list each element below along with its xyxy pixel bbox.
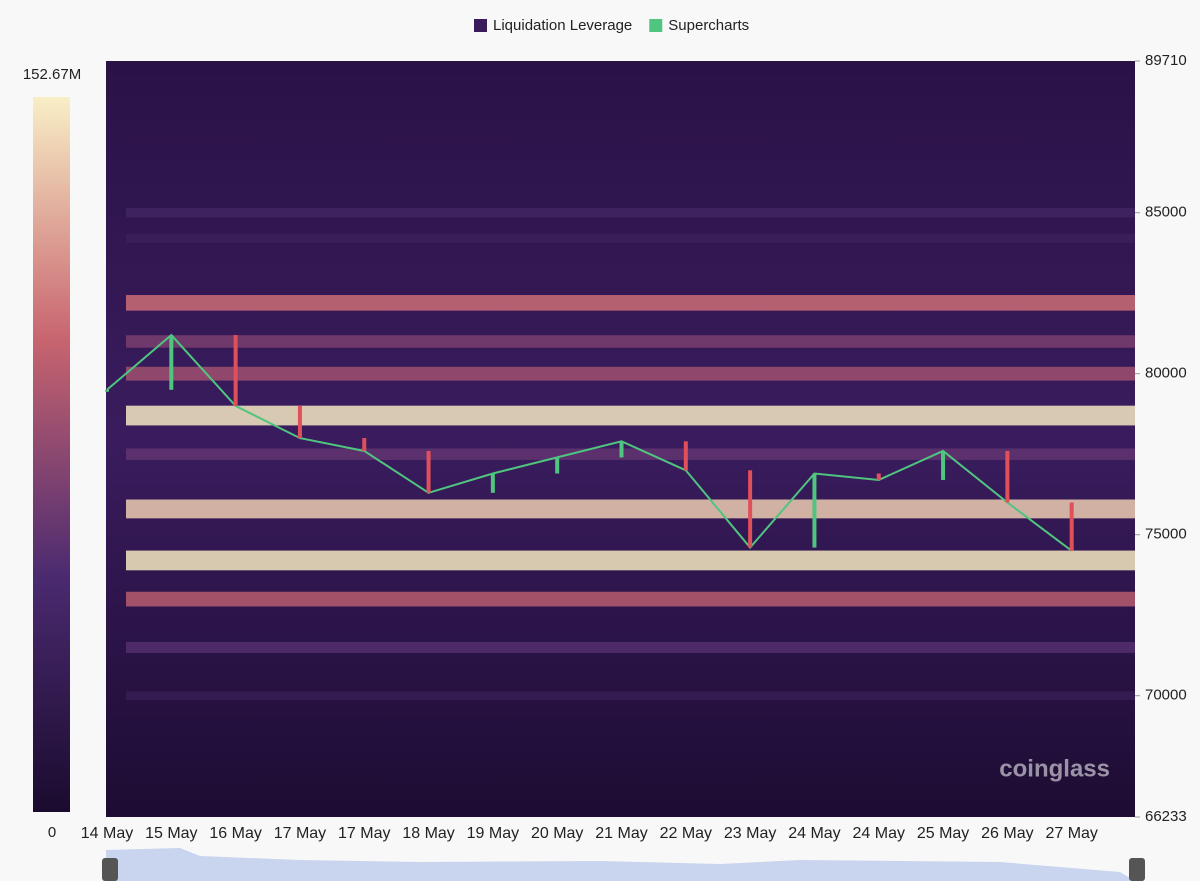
candle — [1005, 450, 1010, 503]
candle — [876, 473, 881, 480]
y-tick-label: 66233 — [1145, 808, 1187, 825]
navigator-handle[interactable] — [1129, 858, 1145, 881]
x-tick-label: 18 May — [402, 825, 454, 842]
candle — [683, 441, 688, 471]
y-tick-label: 85000 — [1145, 204, 1187, 221]
candle — [812, 473, 817, 548]
plot-area — [106, 61, 1135, 817]
candle — [748, 470, 753, 548]
colorbar-label: 0 — [48, 824, 56, 841]
heat-zones — [126, 207, 1135, 701]
heat-zone — [126, 641, 1135, 653]
candle — [233, 335, 238, 406]
legend-swatch — [474, 19, 487, 32]
heat-zone — [126, 335, 1135, 348]
y-tick-label: 89710 — [1145, 52, 1187, 69]
candle — [297, 405, 302, 439]
y-tick-label: 80000 — [1145, 365, 1187, 382]
x-tick-label: 15 May — [145, 825, 197, 842]
heat-zone — [126, 499, 1135, 519]
x-tick-label: 16 May — [209, 825, 261, 842]
colorbar-label: 152.67M — [23, 66, 81, 83]
legend-swatch — [649, 19, 663, 32]
x-tick-label: 24 May — [853, 825, 905, 842]
candle — [490, 473, 495, 493]
candle — [619, 441, 624, 458]
watermark: coinglass — [999, 755, 1110, 782]
price-line — [106, 333, 1073, 552]
y-tick-label: 70000 — [1145, 687, 1187, 704]
candle — [105, 389, 109, 392]
candle — [362, 438, 367, 451]
y-tick-label: 75000 — [1145, 526, 1187, 543]
heat-zone — [126, 448, 1135, 460]
candle — [1069, 502, 1074, 551]
heat-zone — [126, 366, 1135, 381]
heat-zone — [126, 591, 1135, 607]
x-tick-label: 17 May — [338, 825, 390, 842]
x-tick-label: 20 May — [531, 825, 583, 842]
legend-label: Liquidation Leverage — [493, 17, 632, 34]
x-tick-label: 22 May — [660, 825, 712, 842]
x-tick-label: 27 May — [1045, 825, 1097, 842]
candle — [941, 450, 946, 480]
candle — [555, 457, 560, 474]
legend: Liquidation Leverage Supercharts — [474, 17, 749, 34]
navigator — [106, 848, 1135, 881]
color-bar — [33, 97, 70, 812]
navigator-handle[interactable] — [102, 858, 118, 881]
heat-zone — [126, 550, 1135, 571]
heat-zone — [126, 405, 1135, 426]
heat-zone — [126, 207, 1135, 218]
heat-zone — [126, 295, 1135, 311]
x-tick-label: 24 May — [788, 825, 840, 842]
heat-zone — [126, 233, 1135, 244]
x-tick-label: 21 May — [595, 825, 647, 842]
heat-zone — [126, 691, 1135, 701]
candle — [426, 450, 431, 493]
candle — [169, 335, 174, 390]
x-tick-label: 17 May — [274, 825, 326, 842]
x-tick-label: 19 May — [467, 825, 519, 842]
x-tick-label: 14 May — [81, 825, 133, 842]
x-tick-label: 23 May — [724, 825, 776, 842]
x-tick-label: 25 May — [917, 825, 969, 842]
x-tick-label: 26 May — [981, 825, 1033, 842]
legend-label: Supercharts — [668, 17, 749, 34]
